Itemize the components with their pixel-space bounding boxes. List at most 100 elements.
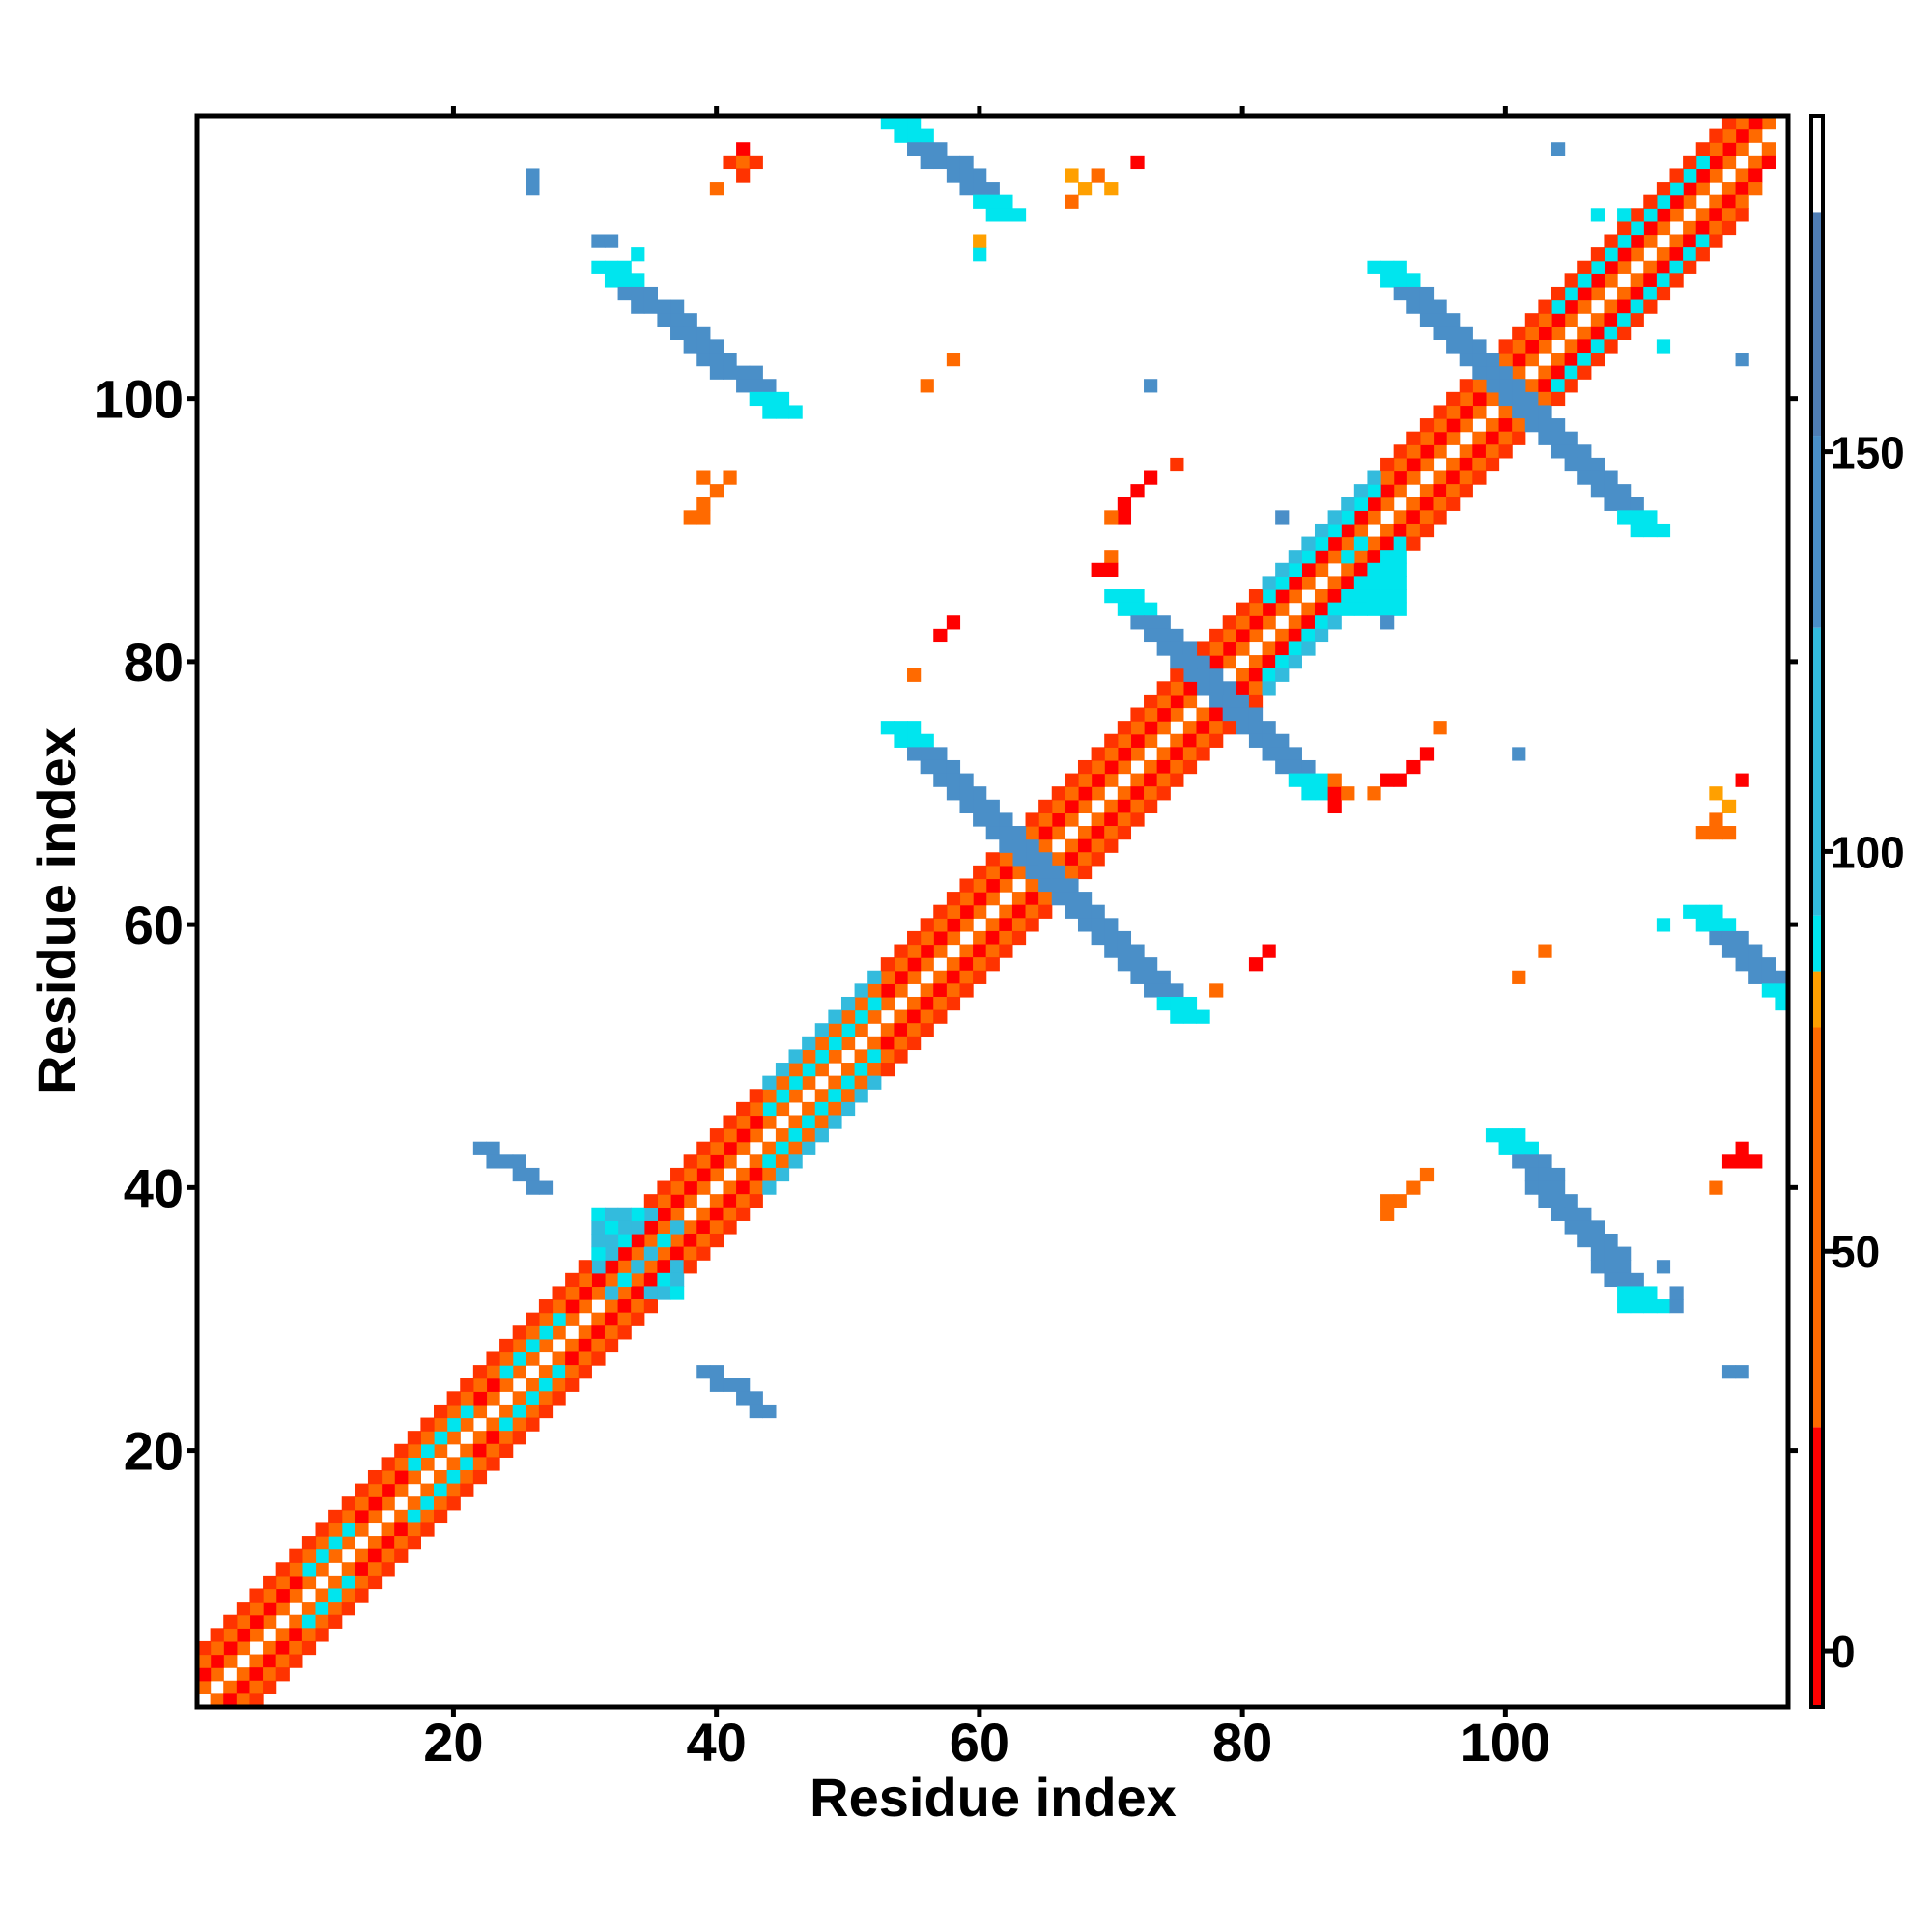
heatmap-cell — [1144, 602, 1158, 616]
heatmap-cell — [394, 1522, 409, 1537]
heatmap-cell — [933, 1009, 948, 1024]
heatmap-cell — [683, 313, 697, 327]
heatmap-cell — [341, 1522, 355, 1537]
heatmap-cell — [723, 1194, 737, 1208]
heatmap-cell — [1498, 418, 1513, 433]
heatmap-cell — [709, 1154, 724, 1169]
heatmap-cell — [1695, 168, 1710, 183]
heatmap-cell — [894, 957, 908, 972]
heatmap-cell — [854, 983, 868, 998]
heatmap-cell — [1459, 470, 1473, 485]
heatmap-cell — [1275, 589, 1290, 604]
heatmap-cell — [604, 1246, 619, 1261]
heatmap-cell — [1117, 826, 1132, 840]
heatmap-cell — [315, 1602, 329, 1616]
heatmap-cell — [1091, 826, 1105, 840]
heatmap-cell — [1446, 313, 1461, 327]
heatmap-cell — [223, 1640, 238, 1656]
heatmap-cell — [1327, 550, 1342, 564]
heatmap-cell — [657, 1180, 671, 1195]
heatmap-cell — [289, 1654, 303, 1668]
heatmap-cell — [1196, 681, 1210, 696]
heatmap-cell — [723, 353, 737, 367]
heatmap-cell — [1459, 391, 1473, 407]
heatmap-cell — [1472, 379, 1487, 393]
heatmap-cell — [1038, 838, 1053, 853]
heatmap-cell — [1117, 759, 1132, 775]
heatmap-cell — [985, 918, 1000, 932]
heatmap-cell — [1367, 589, 1381, 604]
heatmap-cell — [1735, 168, 1749, 183]
heatmap-cell — [1248, 602, 1264, 616]
heatmap-cell — [1327, 773, 1342, 787]
heatmap-cell — [867, 970, 882, 984]
heatmap-cell — [1433, 405, 1447, 419]
heatmap-cell — [1144, 759, 1158, 775]
heatmap-cell — [1077, 904, 1093, 919]
heatmap-cell — [762, 405, 777, 419]
heatmap-cell — [1248, 589, 1264, 604]
heatmap-cell — [959, 168, 974, 183]
heatmap-cell — [1538, 313, 1552, 327]
heatmap-cell — [1604, 1233, 1618, 1248]
heatmap-cell — [1341, 510, 1355, 525]
heatmap-cell — [1419, 431, 1435, 445]
heatmap-cell — [880, 970, 895, 984]
heatmap-cell — [315, 1536, 329, 1550]
heatmap-cell — [696, 339, 711, 354]
heatmap-cell — [341, 1575, 355, 1590]
heatmap-cell — [1380, 484, 1395, 498]
heatmap-cell — [1156, 786, 1171, 801]
heatmap-cell — [946, 904, 961, 919]
heatmap-cell — [880, 1023, 895, 1037]
heatmap-cell — [999, 838, 1013, 853]
heatmap-cell — [1748, 1154, 1763, 1169]
heatmap-cell — [526, 1378, 540, 1392]
heatmap-cell — [1550, 1167, 1566, 1182]
heatmap-cell — [1498, 365, 1513, 380]
heatmap-cell — [1288, 615, 1302, 630]
heatmap-cell — [867, 1063, 882, 1077]
heatmap-cell — [236, 1667, 251, 1682]
heatmap-cell — [670, 1180, 685, 1195]
heatmap-cell — [591, 1325, 606, 1340]
heatmap-cell — [552, 1365, 566, 1379]
heatmap-cell — [526, 1180, 540, 1195]
heatmap-cell — [1196, 707, 1210, 722]
heatmap-cell — [1604, 484, 1618, 498]
heatmap-cell — [1748, 944, 1763, 958]
heatmap-cell — [1406, 299, 1421, 314]
heatmap-cell — [788, 405, 803, 419]
heatmap-cell — [1564, 1220, 1578, 1235]
heatmap-cell — [1065, 194, 1079, 209]
heatmap-cell — [894, 1036, 908, 1051]
heatmap-cell — [1170, 983, 1184, 998]
heatmap-cell — [1170, 996, 1184, 1011]
heatmap-cell — [1393, 576, 1407, 590]
heatmap-cell — [749, 1101, 763, 1117]
heatmap-cell — [1419, 444, 1435, 459]
heatmap-cell — [1538, 1154, 1552, 1169]
heatmap-cell — [472, 1443, 488, 1458]
heatmap-cell — [1314, 615, 1329, 630]
heatmap-cell — [263, 1588, 277, 1603]
heatmap-cell — [1288, 576, 1302, 590]
heatmap-cell — [999, 194, 1013, 209]
heatmap-cell — [591, 1220, 606, 1235]
heatmap-cell — [1065, 878, 1079, 893]
heatmap-cell — [762, 1089, 777, 1103]
heatmap-cell — [749, 379, 763, 393]
heatmap-cell — [1564, 379, 1578, 393]
heatmap-cell — [1091, 838, 1105, 853]
heatmap-cell — [1433, 510, 1447, 525]
heatmap-cell — [828, 1023, 842, 1037]
heatmap-cell — [1327, 602, 1342, 616]
heatmap-cell — [1262, 668, 1276, 682]
heatmap-cell — [552, 1312, 566, 1326]
heatmap-cell — [1104, 918, 1119, 932]
heatmap-cell — [1735, 208, 1749, 222]
heatmap-cell — [1406, 431, 1421, 445]
heatmap-cell — [1617, 299, 1632, 314]
heatmap-cell — [1617, 1286, 1632, 1300]
heatmap-cell — [1709, 220, 1723, 236]
